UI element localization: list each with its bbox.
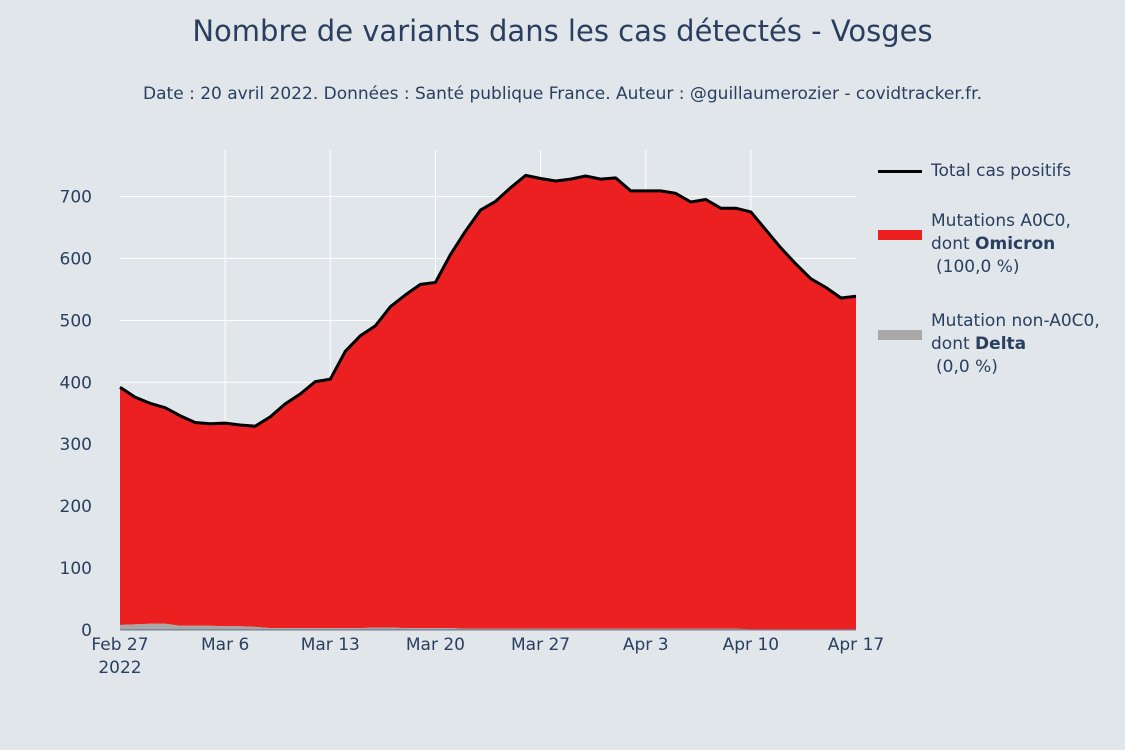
- y-tick-label: 600: [60, 249, 92, 269]
- x-tick-label: Mar 20: [406, 635, 465, 655]
- legend: Total cas positifs Mutations A0C0, dont …: [878, 160, 1118, 390]
- area-layer: [120, 175, 856, 630]
- x-tick-label: Apr 3: [623, 635, 669, 655]
- y-tick-label: 500: [60, 311, 92, 331]
- omicron-area: [120, 175, 856, 630]
- legend-label-omicron-line3: (100,0 %): [936, 257, 1020, 277]
- legend-label-delta-line2: dont Delta: [931, 334, 1027, 354]
- x-tick-label: Mar 6: [201, 635, 249, 655]
- legend-item-delta[interactable]: Mutation non-A0C0, dont Delta (0,0 %): [878, 310, 1118, 390]
- x-tick-label: Mar 13: [301, 635, 360, 655]
- total-line: [119, 173, 857, 428]
- legend-label-omicron-line1: Mutations A0C0,: [931, 211, 1071, 231]
- legend-item-total[interactable]: Total cas positifs: [878, 160, 1118, 210]
- x-tick-label: Mar 27: [511, 635, 570, 655]
- legend-swatch-total: [878, 170, 922, 173]
- legend-label-delta-line1: Mutation non-A0C0,: [931, 311, 1100, 331]
- legend-swatch-omicron: [878, 230, 922, 240]
- chart-title: Nombre de variants dans les cas détectés…: [192, 14, 933, 48]
- y-tick-label: 200: [60, 497, 92, 517]
- y-tick-label: 400: [60, 373, 92, 393]
- delta-area: [120, 623, 856, 630]
- legend-swatch-delta: [878, 330, 922, 340]
- chart-subtitle: Date : 20 avril 2022. Données : Santé pu…: [143, 84, 982, 104]
- legend-item-omicron[interactable]: Mutations A0C0, dont Omicron (100,0 %): [878, 210, 1118, 310]
- y-tick-label: 700: [60, 187, 92, 207]
- x-tick-label-year: 2022: [98, 658, 141, 678]
- y-tick-label: 300: [60, 435, 92, 455]
- line-layer: [119, 173, 857, 428]
- x-tick-label: Apr 10: [723, 635, 779, 655]
- y-tick-label: 0: [81, 621, 92, 641]
- x-tick-label: Apr 17: [828, 635, 884, 655]
- legend-label-total: Total cas positifs: [931, 161, 1072, 181]
- legend-label-delta-line3: (0,0 %): [936, 357, 998, 377]
- x-tick-label: Feb 27: [91, 635, 148, 655]
- legend-label-omicron-line2: dont Omicron: [931, 234, 1056, 254]
- y-tick-label: 100: [60, 559, 92, 579]
- axis-layer: 0 100 200 300 400 500 600 700 Feb 27 2022 Mar 6 Mar…: [60, 187, 885, 678]
